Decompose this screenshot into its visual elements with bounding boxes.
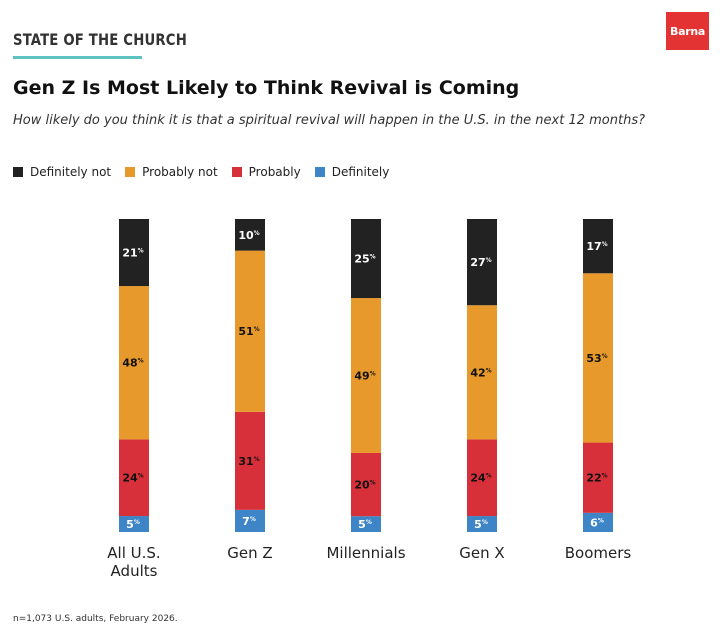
bar-boomers-definitely	[583, 512, 613, 532]
category-label-boomers: Boomers	[565, 544, 632, 562]
legend-item-definitely: Definitely	[314, 165, 390, 179]
brand-underline	[13, 56, 142, 59]
chart-title: Gen Z Is Most Likely to Think Revival is…	[13, 77, 520, 99]
legend-item-probably: Probably	[231, 165, 301, 179]
footnote: n=1,073 U.S. adults, February 2026.	[13, 614, 178, 624]
legend-swatch-probably-not	[125, 167, 136, 177]
category-label-gen-x: Gen X	[459, 544, 504, 562]
brand-title: STATE OF THE CHURCH	[13, 30, 187, 49]
legend-label-probably: Probably	[248, 165, 301, 179]
bar-gen-x-probably	[467, 439, 497, 517]
legend-swatch-probably	[231, 167, 242, 177]
category-label-millennials: Millennials	[326, 544, 405, 562]
bar-gen-x-probably-not	[467, 305, 497, 440]
legend-item-probably-not: Probably not	[125, 165, 218, 179]
legend-label-definitely-not: Definitely not	[30, 165, 112, 179]
chart-subtitle: How likely do you think it is that a spi…	[13, 113, 646, 128]
category-label-gen-z: Gen Z	[227, 544, 272, 562]
bar-millennials-probably	[351, 452, 381, 517]
legend-item-definitely-not: Definitely not	[13, 165, 111, 179]
legend-swatch-definitely	[314, 167, 325, 177]
bar-boomers-probably	[583, 442, 613, 513]
bar-all-u-s-adults-definitely-not	[119, 219, 149, 287]
category-label-all-u-s-adults: All U.S. Adults	[107, 544, 160, 580]
bar-millennials-definitely	[351, 516, 381, 532]
bar-boomers-probably-not	[583, 273, 613, 443]
bar-gen-z-definitely	[235, 509, 265, 532]
bar-millennials-probably-not	[351, 298, 381, 453]
bar-millennials-definitely-not	[351, 219, 381, 299]
legend-swatch-definitely-not	[13, 167, 23, 177]
legend-label-definitely: Definitely	[331, 165, 390, 179]
bar-all-u-s-adults-definitely	[119, 516, 149, 532]
bar-all-u-s-adults-probably	[119, 439, 149, 517]
bar-boomers-definitely-not	[583, 219, 613, 274]
bar-gen-z-definitely-not	[235, 219, 265, 251]
bar-gen-x-definitely-not	[467, 219, 497, 306]
legend: Definitely not Probably not Probably Def…	[13, 165, 389, 179]
bar-all-u-s-adults-probably-not	[119, 286, 149, 440]
bar-gen-x-definitely	[467, 516, 497, 532]
legend-label-probably-not: Probably not	[142, 165, 218, 179]
stacked-bar-chart: 5%24%48%21%All U.S. Adults7%31%51%10%Gen …	[107, 219, 632, 580]
bar-gen-z-probably	[235, 411, 265, 510]
barna-logo: Barna	[666, 12, 709, 50]
bar-gen-z-probably-not	[235, 250, 265, 412]
